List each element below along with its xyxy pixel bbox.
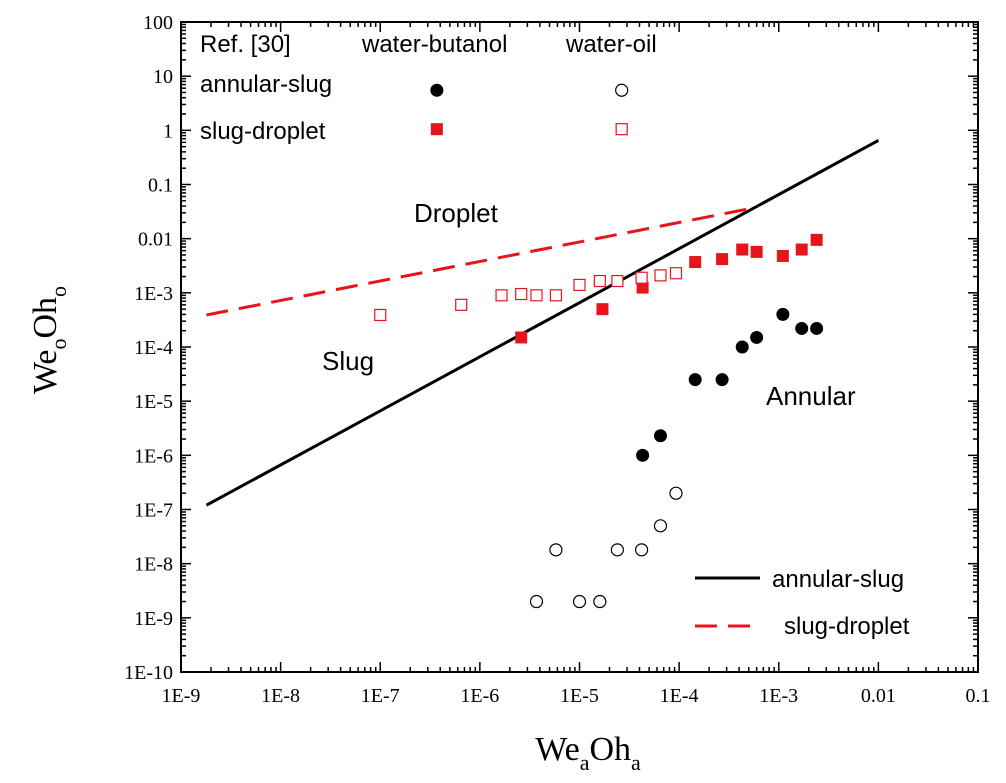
x-tick-label: 1E-4	[660, 685, 699, 707]
filled-square-point	[776, 249, 789, 262]
legend-header: Ref. [30]	[200, 31, 291, 58]
y-tick-label: 1E-7	[134, 500, 173, 522]
marker-legend: Ref. [30] water-butanol water-oil annula…	[200, 31, 657, 145]
y-tick-label: 1	[163, 120, 173, 142]
legend-markers	[430, 83, 629, 136]
x-axis-title: WeaOha	[535, 731, 641, 775]
open-square-point	[549, 289, 563, 302]
open-square-point	[654, 269, 667, 282]
filled-circle-point	[810, 321, 824, 335]
x-tick-label: 0.01	[861, 685, 896, 707]
filled-circle-point	[653, 429, 667, 443]
open-square-point	[455, 298, 468, 311]
boundary-lines	[205, 139, 880, 507]
region-label-annular: Annular	[766, 381, 856, 411]
open-square-point	[530, 289, 543, 302]
filled-circle-point	[735, 340, 749, 354]
slug-droplet-line	[206, 207, 748, 317]
open-square-point	[635, 271, 648, 284]
line-legend-slug-droplet: slug-droplet	[784, 613, 910, 640]
line-legend: annular-slug slug-droplet	[695, 566, 910, 640]
x-tick-label: 1E-8	[261, 685, 300, 707]
data-points	[374, 233, 824, 609]
open-circle-point	[634, 543, 649, 557]
x-tick-label: 0.1	[966, 685, 991, 707]
annular-slug-line	[205, 139, 880, 507]
legend-col-water-butanol: water-butanol	[361, 31, 507, 58]
filled-circle-point	[688, 373, 702, 387]
open-square-point	[611, 274, 624, 288]
filled-circle-point	[636, 448, 650, 462]
x-tick-labels: 1E-9 1E-8 1E-7 1E-6 1E-5 1E-4 1E-3 0.01 0.1	[162, 685, 991, 707]
filled-square-point	[810, 233, 823, 246]
y-tick-label: 1E-6	[134, 445, 173, 467]
y-tick-label: 1E-4	[134, 337, 173, 359]
open-circle-point	[572, 594, 587, 609]
filled-circle-point	[795, 321, 809, 335]
legend-open-square-marker	[615, 123, 628, 136]
open-square-point	[573, 278, 586, 292]
open-square-point	[495, 289, 508, 302]
y-tick-label: 1E-8	[134, 554, 173, 576]
open-square-point	[593, 274, 606, 288]
open-circle-point	[593, 594, 607, 609]
x-tick-label: 1E-9	[162, 685, 201, 707]
legend-col-water-oil: water-oil	[565, 31, 657, 58]
filled-circle-point	[776, 307, 790, 321]
open-circle-point	[549, 543, 563, 557]
y-tick-label: 1E-3	[134, 283, 173, 305]
open-circle-point	[529, 594, 544, 609]
filled-square-point	[795, 243, 808, 256]
legend-filled-square-marker	[430, 123, 443, 136]
y-tick-label: 1E-9	[134, 608, 173, 630]
region-label-slug: Slug	[322, 346, 374, 376]
y-tick-labels: 1E-10 1E-9 1E-8 1E-7 1E-6 1E-5 1E-4 1E-3 0.01 0.1…	[124, 12, 173, 684]
filled-square-point	[750, 245, 763, 258]
legend-row-slug-droplet: slug-droplet	[200, 118, 326, 145]
x-tick-label: 1E-7	[361, 685, 400, 707]
y-tick-label: 0.01	[138, 229, 173, 251]
filled-square-point	[636, 281, 649, 294]
legend-row-annular-slug: annular-slug	[200, 71, 332, 98]
open-circle-point	[653, 519, 668, 533]
y-tick-label: 10	[153, 66, 173, 88]
filled-square-point	[515, 331, 528, 344]
filled-square-point	[596, 303, 609, 316]
y-axis-title: WeoOho	[27, 286, 71, 394]
open-circle-point	[669, 486, 683, 500]
x-tick-label: 1E-3	[759, 685, 798, 707]
open-circle-point	[610, 543, 624, 557]
filled-circle-point	[750, 330, 764, 344]
filled-circle-point	[715, 373, 729, 387]
y-tick-label: 100	[143, 12, 173, 34]
filled-square-point	[716, 253, 729, 266]
open-square-point	[374, 308, 387, 322]
y-tick-label: 0.1	[148, 175, 173, 197]
legend-open-circle-marker	[615, 83, 629, 97]
filled-square-point	[689, 256, 702, 269]
open-square-point	[669, 267, 683, 280]
open-square-point	[515, 287, 528, 301]
region-label-droplet: Droplet	[414, 198, 499, 228]
line-legend-annular-slug: annular-slug	[772, 566, 904, 593]
legend-filled-circle-marker	[430, 83, 444, 97]
tick-marks	[180, 21, 979, 673]
filled-square-point	[736, 243, 749, 256]
x-tick-label: 1E-6	[460, 685, 499, 707]
y-tick-label: 1E-5	[134, 391, 173, 413]
x-tick-label: 1E-5	[560, 685, 599, 707]
y-tick-label: 1E-10	[124, 662, 173, 684]
